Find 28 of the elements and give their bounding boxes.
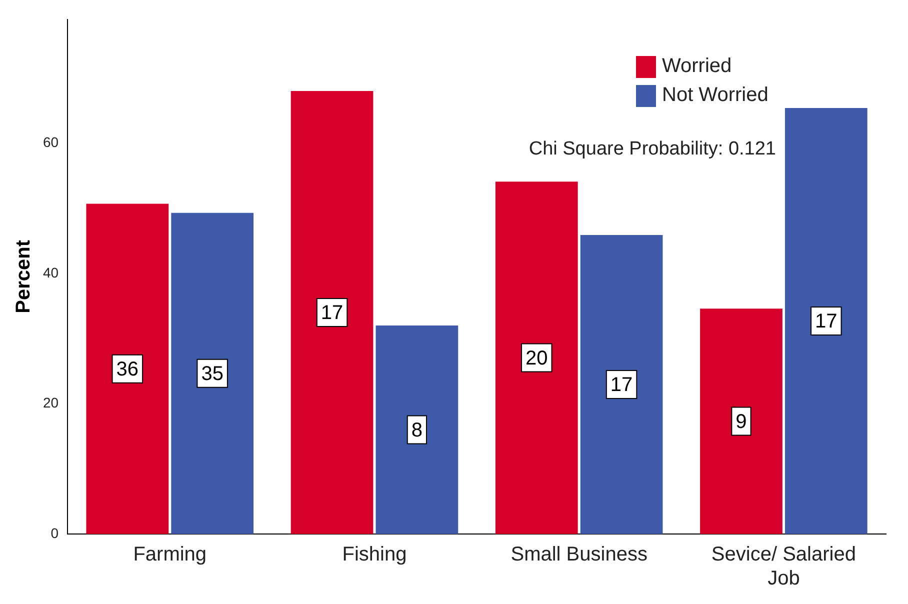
bar [580, 235, 663, 534]
bar [700, 308, 782, 534]
annotation: 8 [411, 419, 422, 442]
bar [290, 91, 374, 534]
y-axis-title: Percent [12, 240, 35, 314]
annotation: 17 [815, 310, 838, 333]
x-tick-label: Small Business [510, 544, 648, 566]
x-tick-label: Fishing [342, 544, 407, 566]
annotation: 17 [610, 374, 633, 396]
x-tick-label: Farming [133, 544, 207, 566]
annotation: 17 [320, 302, 344, 324]
y-tick-label: 40 [42, 264, 59, 280]
bar [171, 212, 254, 534]
y-tick-label: 60 [42, 134, 59, 150]
annotation: Chi Square Probability: 0.121 [528, 138, 776, 160]
annotation: 20 [526, 347, 548, 370]
annotation: 35 [201, 362, 224, 385]
bar [86, 204, 169, 534]
bar [376, 326, 458, 534]
x-tick-label: Sevice/ Salaried Job [711, 544, 856, 590]
annotation: 9 [736, 410, 747, 433]
bar [495, 182, 578, 534]
y-tick-label: 20 [42, 394, 59, 411]
bar [784, 108, 868, 534]
legend-label: Not Worried [662, 84, 768, 107]
y-tick-label: 0 [50, 524, 59, 541]
annotation: 36 [116, 358, 139, 380]
legend-label: Worried [662, 55, 732, 78]
